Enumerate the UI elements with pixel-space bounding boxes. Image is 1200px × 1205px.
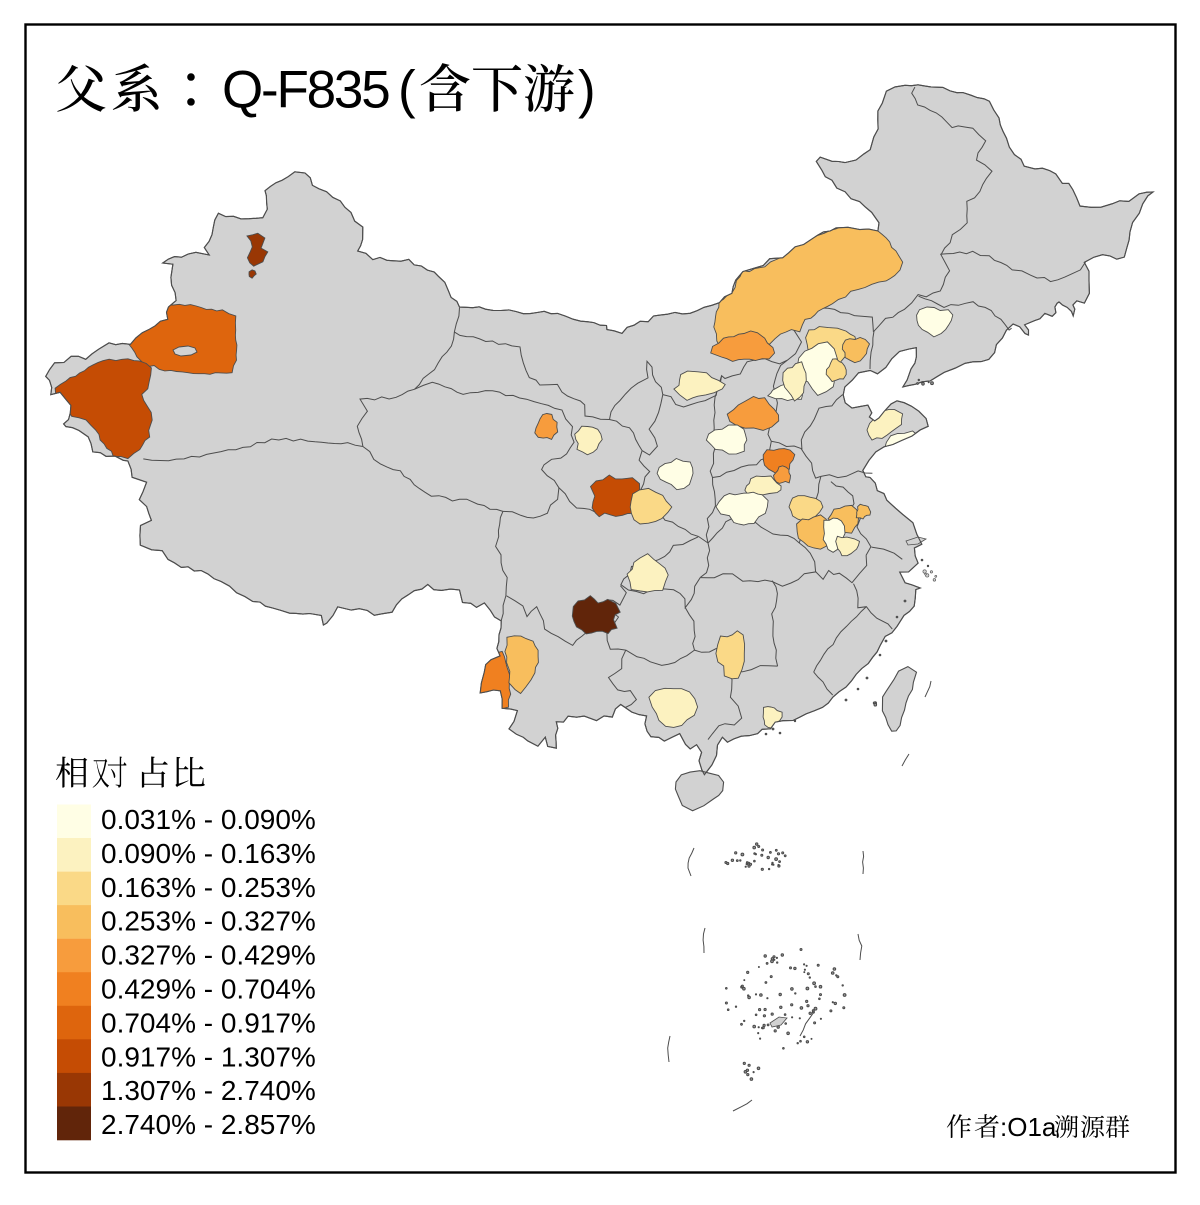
svg-text:0.327% - 0.429%: 0.327% - 0.429%: [101, 940, 316, 971]
svg-text:(: (: [398, 61, 416, 120]
svg-text:0.163% - 0.253%: 0.163% - 0.253%: [101, 872, 316, 903]
svg-text:0.253% - 0.327%: 0.253% - 0.327%: [101, 906, 316, 937]
svg-text:0.917% - 1.307%: 0.917% - 1.307%: [101, 1041, 316, 1072]
svg-text:2.740% - 2.857%: 2.740% - 2.857%: [101, 1109, 316, 1140]
svg-text:0.429% - 0.704%: 0.429% - 0.704%: [101, 974, 316, 1005]
svg-text:): ): [578, 61, 596, 120]
svg-text::O1a: :O1a: [1000, 1112, 1057, 1142]
svg-text:Q-F835: Q-F835: [222, 61, 389, 120]
svg-text:1.307% - 2.740%: 1.307% - 2.740%: [101, 1075, 316, 1106]
svg-text:0.704% - 0.917%: 0.704% - 0.917%: [101, 1007, 316, 1038]
svg-text:0.090% - 0.163%: 0.090% - 0.163%: [101, 838, 316, 869]
svg-text:0.031% - 0.090%: 0.031% - 0.090%: [101, 804, 316, 835]
